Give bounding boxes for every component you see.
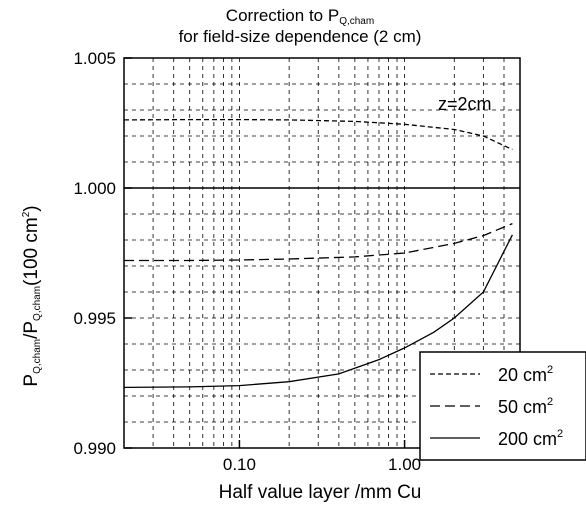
legend-label: 20 cm2 — [498, 364, 553, 385]
ylabel-sub1: Q,cham — [32, 338, 43, 374]
ylabel-mid: /P — [21, 320, 42, 339]
y-tick-label: 1.000 — [73, 179, 116, 198]
y-tick-label: 1.005 — [73, 49, 116, 68]
legend-label-sup: 2 — [547, 396, 553, 408]
ylabel-sup: 2 — [21, 211, 32, 218]
x-tick-label: 0.10 — [223, 455, 256, 474]
plot-frame — [123, 57, 521, 449]
legend-label-sup: 2 — [557, 428, 563, 440]
chart-title-line2: for field-size dependence (2 cm) — [178, 27, 422, 46]
ylabel-sub2: Q,cham — [32, 285, 43, 321]
x-axis-label: Half value layer /mm Cu — [218, 482, 422, 503]
ylabel-end: ) — [21, 205, 42, 212]
legend-label-name: 50 cm — [498, 397, 547, 417]
y-tick-label: 0.990 — [73, 439, 116, 458]
chart-title-line1: Correction to PQ,cham — [100, 6, 500, 32]
series-line-50-cm — [124, 222, 513, 262]
legend-label-name: 20 cm — [498, 365, 547, 385]
tick-labels: 0.10 1.00 0.990 0.995 1.000 1.005 — [73, 49, 421, 474]
legend-label: 50 cm2 — [498, 396, 553, 417]
series-line-20-cm — [123, 118, 513, 151]
ylabel-p1: P — [21, 373, 42, 387]
legend-label-sup: 2 — [547, 364, 553, 376]
annotation-z: z=2cm — [438, 94, 492, 114]
series-layer — [123, 118, 513, 389]
title-subscript: Q,cham — [339, 16, 375, 27]
y-axis-label: PQ,cham/PQ,cham(100 cm2) — [21, 146, 43, 446]
series-line-200-cm — [123, 234, 513, 389]
legend-label-name: 200 cm — [498, 429, 557, 449]
ylabel-rest: (100 cm — [21, 217, 42, 286]
title-main: Correction to P — [225, 6, 340, 25]
legend-label: 200 cm2 — [498, 428, 563, 449]
y-tick-label: 0.995 — [73, 309, 116, 328]
x-tick-label: 1.00 — [388, 455, 421, 474]
